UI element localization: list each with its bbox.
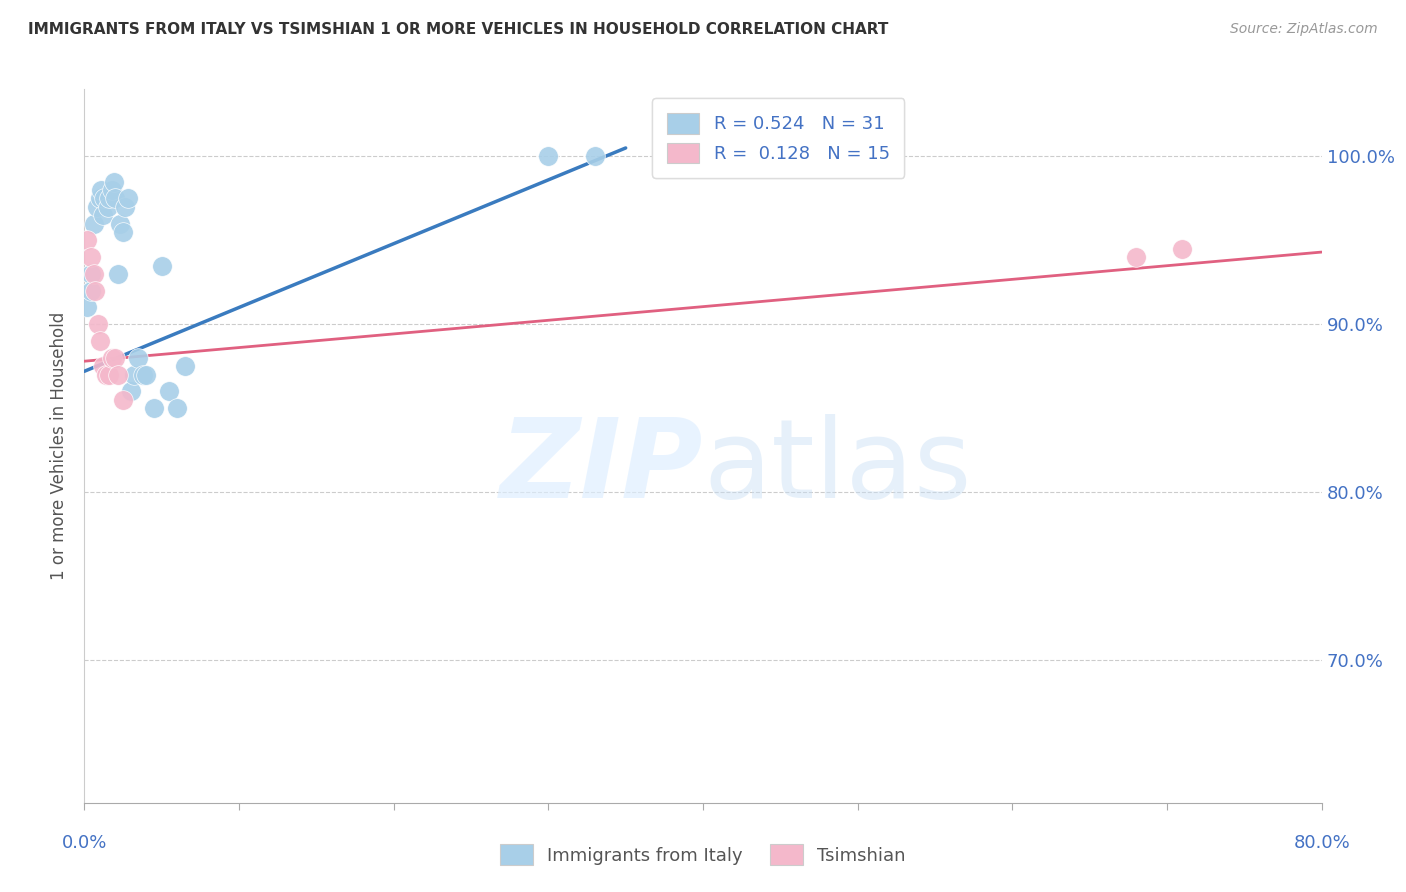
Point bbox=[104, 191, 127, 205]
Point bbox=[114, 200, 136, 214]
Point bbox=[79, 250, 101, 264]
Point bbox=[90, 183, 112, 197]
Legend: R = 0.524   N = 31, R =  0.128   N = 15: R = 0.524 N = 31, R = 0.128 N = 15 bbox=[652, 98, 904, 178]
Point bbox=[128, 351, 150, 365]
Point bbox=[79, 284, 101, 298]
Point bbox=[143, 401, 166, 416]
Text: Source: ZipAtlas.com: Source: ZipAtlas.com bbox=[1230, 22, 1378, 37]
Point bbox=[117, 191, 139, 205]
Point bbox=[104, 351, 127, 365]
Point bbox=[97, 200, 120, 214]
Point bbox=[98, 191, 121, 205]
Point bbox=[150, 259, 173, 273]
Text: ZIP: ZIP bbox=[499, 414, 703, 521]
Point bbox=[91, 208, 114, 222]
Point bbox=[86, 200, 108, 214]
Point bbox=[122, 368, 145, 382]
Point bbox=[76, 301, 98, 315]
Point bbox=[107, 267, 129, 281]
Point bbox=[76, 233, 98, 247]
Point bbox=[583, 149, 606, 163]
Point bbox=[166, 401, 188, 416]
Point bbox=[83, 217, 105, 231]
Point bbox=[89, 334, 111, 348]
Point bbox=[98, 368, 121, 382]
Point bbox=[107, 368, 129, 382]
Legend: Immigrants from Italy, Tsimshian: Immigrants from Italy, Tsimshian bbox=[492, 835, 914, 874]
Point bbox=[135, 368, 157, 382]
Text: 0.0%: 0.0% bbox=[62, 834, 107, 852]
Point bbox=[159, 384, 181, 399]
Point bbox=[94, 368, 117, 382]
Point bbox=[89, 191, 111, 205]
Text: IMMIGRANTS FROM ITALY VS TSIMSHIAN 1 OR MORE VEHICLES IN HOUSEHOLD CORRELATION C: IMMIGRANTS FROM ITALY VS TSIMSHIAN 1 OR … bbox=[28, 22, 889, 37]
Point bbox=[93, 191, 115, 205]
Point bbox=[83, 267, 105, 281]
Point bbox=[537, 149, 560, 163]
Point bbox=[1125, 250, 1147, 264]
Point bbox=[112, 225, 135, 239]
Point bbox=[112, 392, 135, 407]
Point bbox=[87, 318, 110, 332]
Point bbox=[108, 217, 131, 231]
Text: 80.0%: 80.0% bbox=[1294, 834, 1350, 852]
Point bbox=[84, 284, 107, 298]
Point bbox=[1171, 242, 1194, 256]
Point bbox=[103, 175, 125, 189]
Point bbox=[174, 359, 197, 374]
Text: atlas: atlas bbox=[703, 414, 972, 521]
Point bbox=[101, 351, 124, 365]
Point bbox=[79, 267, 101, 281]
Y-axis label: 1 or more Vehicles in Household: 1 or more Vehicles in Household bbox=[51, 312, 69, 580]
Point bbox=[91, 359, 114, 374]
Point bbox=[120, 384, 142, 399]
Point bbox=[101, 183, 124, 197]
Point bbox=[132, 368, 155, 382]
